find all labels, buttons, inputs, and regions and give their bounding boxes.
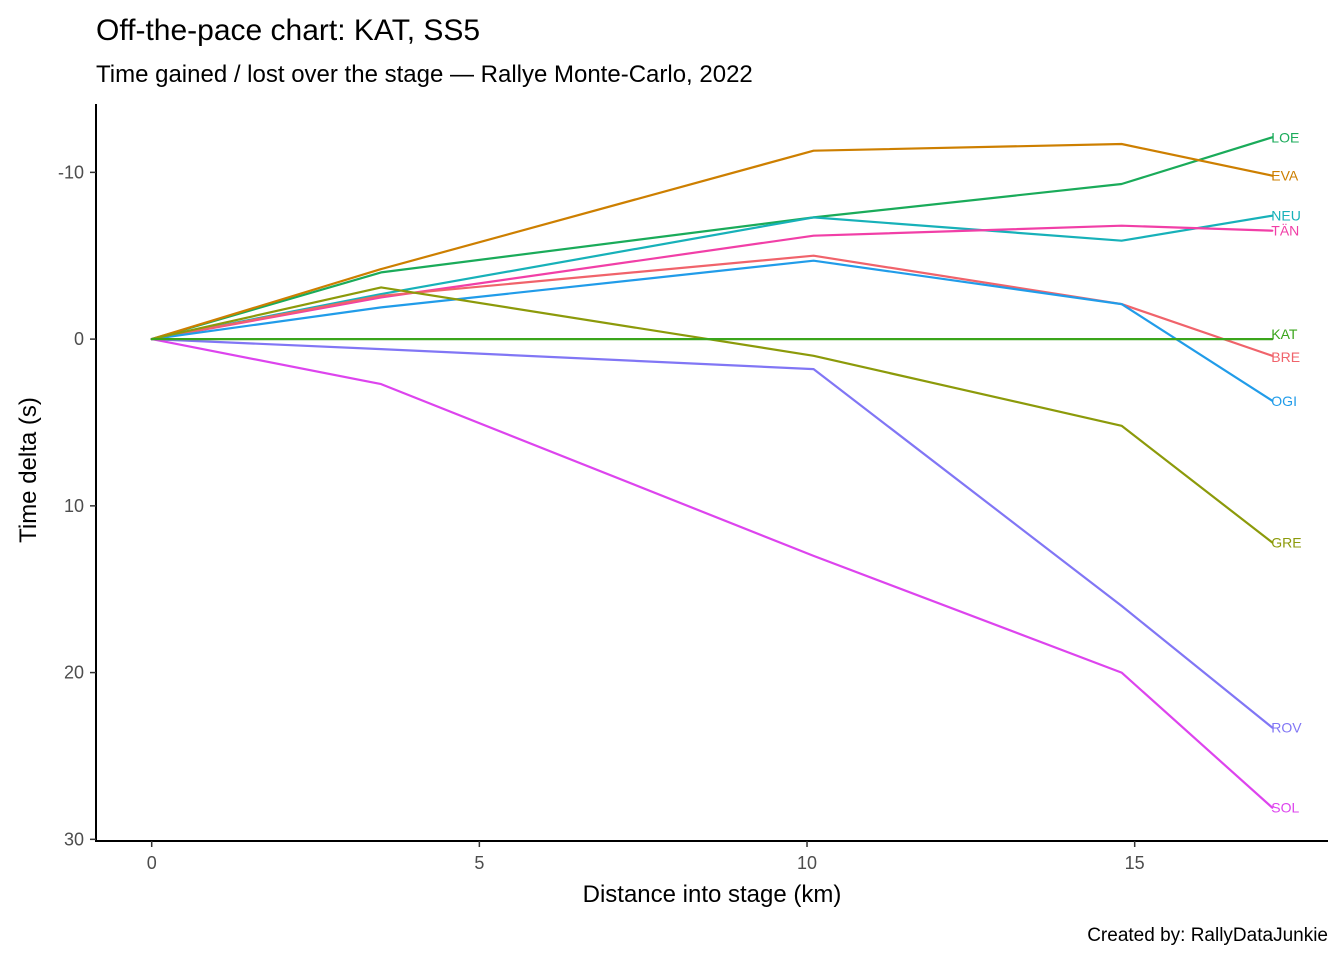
series-line-gre	[150, 286, 1274, 544]
plot-lines	[150, 136, 1274, 809]
y-tick-label: -10	[58, 162, 84, 182]
chart-subtitle: Time gained / lost over the stage — Rall…	[96, 61, 753, 88]
series-label-sol: SOL	[1271, 800, 1299, 816]
series-label-ogi: OGI	[1271, 393, 1297, 409]
y-axis-ticks: -10 0 10 20 30	[58, 162, 96, 849]
y-tick-label: 0	[74, 329, 84, 349]
chart-caption: Created by: RallyDataJunkie	[1087, 925, 1328, 946]
series-label-loe: LOE	[1271, 129, 1299, 145]
series-label-neu: NEU	[1271, 208, 1301, 224]
x-tick-label: 10	[797, 853, 817, 873]
series-line-bre	[150, 254, 1274, 357]
series-line-tan	[150, 224, 1274, 341]
series-label-bre: BRE	[1271, 349, 1300, 365]
series-line-rov	[150, 338, 1274, 729]
series-line-sol	[150, 338, 1274, 809]
series-line-eva	[150, 142, 1274, 341]
y-tick-label: 10	[64, 496, 84, 516]
x-axis-ticks: 0 5 10 15	[147, 841, 1145, 873]
series-label-gre: GRE	[1271, 535, 1301, 551]
y-tick-label: 20	[64, 663, 84, 683]
x-tick-label: 15	[1125, 853, 1145, 873]
x-tick-label: 5	[474, 853, 484, 873]
series-line-neu	[150, 214, 1274, 341]
series-label-kat: KAT	[1271, 326, 1298, 342]
series-line-ogi	[150, 259, 1274, 402]
y-tick-label: 30	[64, 829, 84, 849]
series-label-eva: EVA	[1271, 168, 1299, 184]
series-label-rov: ROV	[1271, 720, 1302, 736]
x-tick-label: 0	[147, 853, 157, 873]
x-axis-title: Distance into stage (km)	[583, 881, 842, 908]
y-axis-title: Time delta (s)	[15, 397, 42, 543]
series-label-tan: TÄN	[1271, 223, 1299, 239]
chart-title: Off-the-pace chart: KAT, SS5	[96, 14, 480, 47]
